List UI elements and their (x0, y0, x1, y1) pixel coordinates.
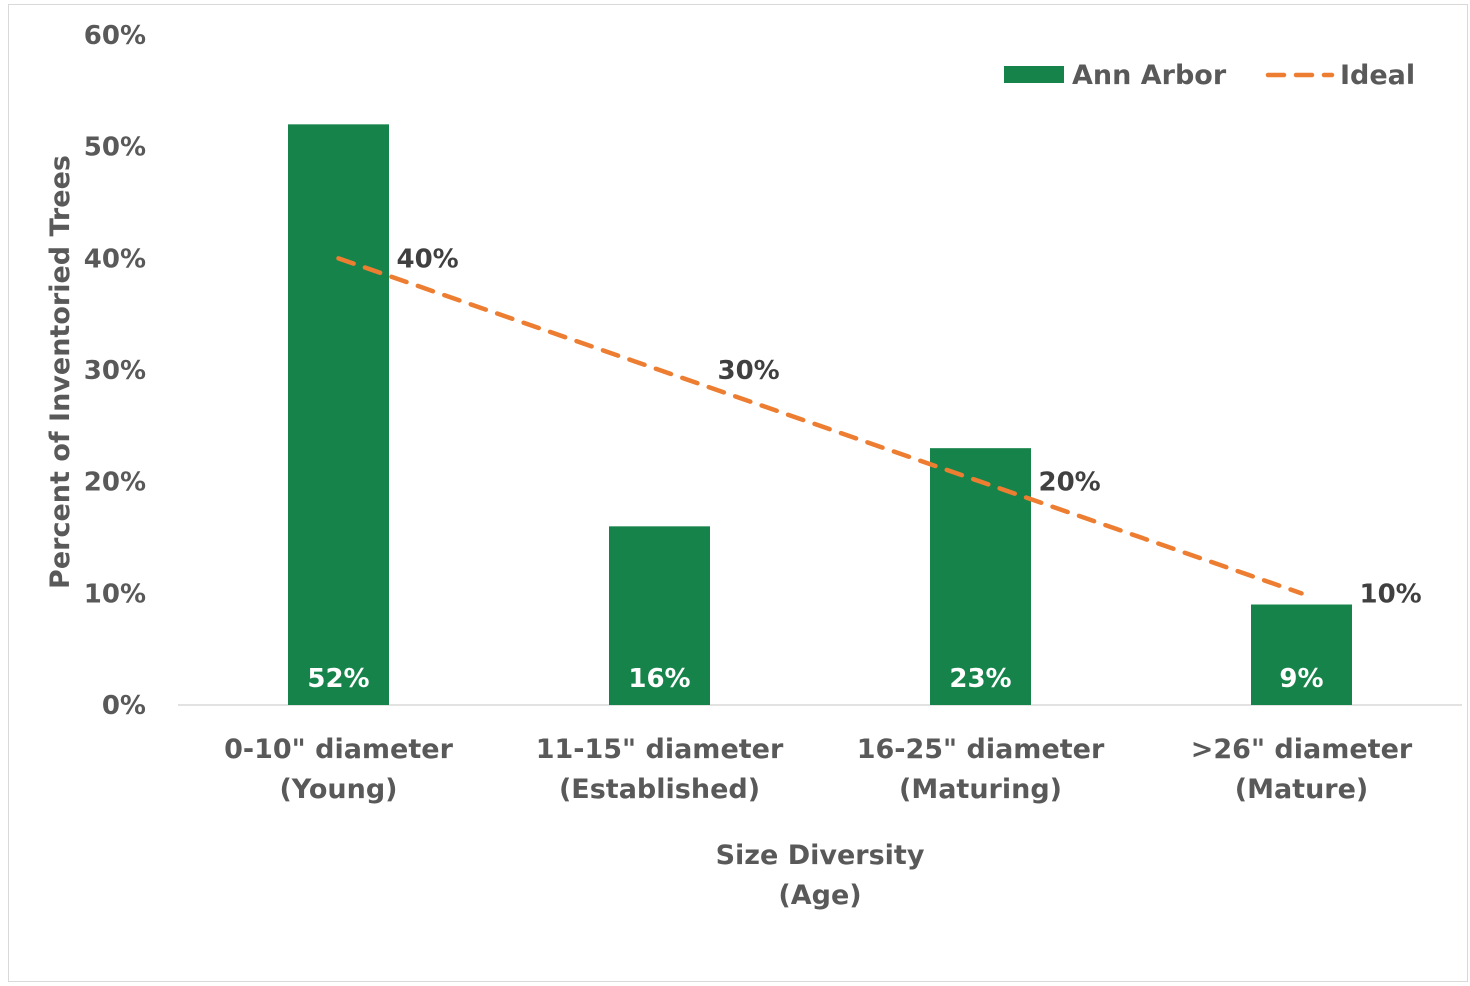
y-tick-label: 10% (84, 579, 146, 609)
x-category-label: (Maturing) (899, 774, 1062, 805)
ideal-data-label: 40% (397, 244, 459, 274)
bar-data-label: 16% (628, 664, 690, 694)
x-axis-title: Size Diversity (716, 840, 925, 871)
x-category-label: 0-10" diameter (224, 734, 453, 765)
bar-ann-arbor (930, 448, 1031, 705)
bar-ann-arbor (1251, 604, 1352, 705)
y-tick-label: 40% (84, 244, 146, 274)
legend-label-ideal: Ideal (1340, 60, 1415, 91)
bar-data-label: 9% (1279, 664, 1323, 694)
line-ideal (336, 256, 1304, 596)
x-axis-title: (Age) (778, 880, 861, 911)
y-tick-label: 30% (84, 356, 146, 386)
bar-ann-arbor (609, 526, 710, 705)
x-category-label: 11-15" diameter (536, 734, 784, 765)
ideal-data-label: 20% (1039, 468, 1101, 498)
bar-ann-arbor (288, 124, 389, 706)
ideal-data-label: 30% (718, 356, 780, 386)
y-tick-label: 20% (84, 468, 146, 498)
bar-data-label: 52% (307, 664, 369, 694)
y-tick-label: 50% (84, 133, 146, 163)
y-axis-title: Percent of Inventoried Trees (45, 155, 76, 589)
chart-frame (8, 4, 1468, 982)
ideal-data-label: 10% (1360, 579, 1422, 609)
x-category-label: (Mature) (1235, 774, 1369, 805)
bar-data-label: 23% (949, 664, 1011, 694)
y-tick-label: 0% (102, 691, 146, 721)
y-tick-label: 60% (84, 21, 146, 51)
x-category-label: (Established) (559, 774, 760, 805)
x-category-label: (Young) (279, 774, 397, 805)
legend-swatch-ann-arbor (1004, 66, 1064, 83)
x-category-label: 16-25" diameter (857, 734, 1105, 765)
x-category-label: >26" diameter (1191, 734, 1413, 765)
legend-label-ann-arbor: Ann Arbor (1072, 60, 1227, 91)
